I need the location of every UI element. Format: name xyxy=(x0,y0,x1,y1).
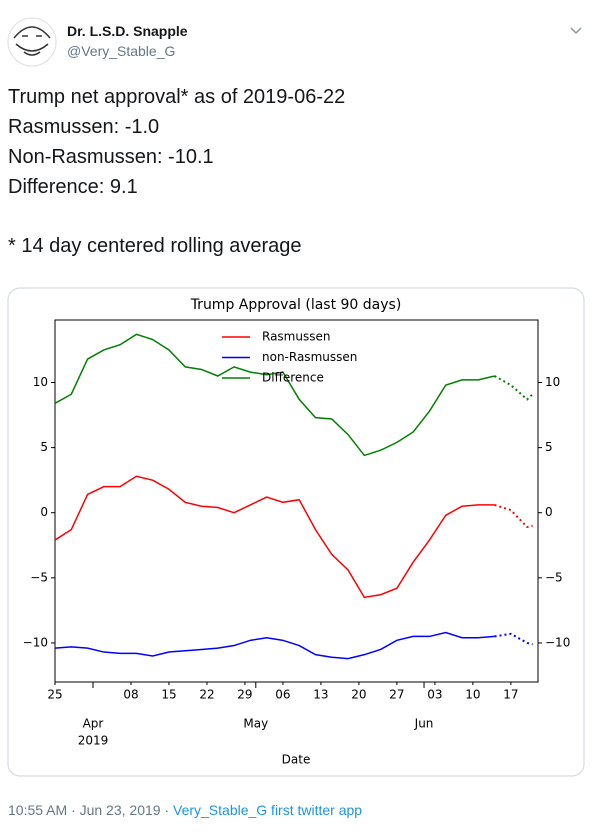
footer: 10:55 AM · Jun 23, 2019 · Very_Stable_G … xyxy=(8,802,362,818)
x-tick-label: 15 xyxy=(161,688,176,702)
menu-chevron[interactable] xyxy=(570,27,582,35)
y2-tick-label: −5 xyxy=(545,570,563,584)
legend-label: non-Rasmussen xyxy=(262,350,357,364)
y-tick-label: −10 xyxy=(23,635,48,649)
y2-tick-label: 5 xyxy=(545,440,553,454)
avatar xyxy=(7,17,57,67)
handle[interactable]: @Very_Stable_G xyxy=(67,43,176,59)
y-tick-label: 5 xyxy=(40,440,48,454)
x-tick-label: 22 xyxy=(199,688,214,702)
x-tick-label: 29 xyxy=(237,688,252,702)
chart-card[interactable] xyxy=(7,287,585,777)
source-link[interactable]: Very_Stable_G first twitter app xyxy=(173,802,363,818)
x-tick-label: 17 xyxy=(503,688,518,702)
plot-frame xyxy=(54,319,539,683)
x-tick-label: 08 xyxy=(123,688,138,702)
month-label: May xyxy=(243,717,268,731)
tweet-line: Non-Rasmussen: -10.1 xyxy=(8,146,214,168)
tweet-line: Trump net approval* as of 2019-06-22 xyxy=(8,86,346,108)
x-tick-label: 27 xyxy=(389,688,404,702)
x-tick-label: 03 xyxy=(427,688,442,702)
legend-label: Rasmussen xyxy=(262,330,330,344)
series-line xyxy=(54,475,495,599)
month-label: Jun xyxy=(414,717,434,731)
legend-label: Difference xyxy=(262,371,324,385)
y2-tick-label: 0 xyxy=(545,505,553,519)
year-label: 2019 xyxy=(78,734,109,748)
x-tick-label: 25 xyxy=(47,688,62,702)
timestamp: 10:55 AM · Jun 23, 2019 · xyxy=(8,802,173,818)
y-tick-label: 10 xyxy=(33,375,48,389)
x-tick-label: 20 xyxy=(351,688,366,702)
tweet-line: Rasmussen: -1.0 xyxy=(8,116,160,138)
chart-title: Trump Approval (last 90 days) xyxy=(190,297,402,313)
x-axis-label: Date xyxy=(282,753,311,767)
month-label: Apr xyxy=(83,717,104,731)
y-tick-label: −5 xyxy=(30,570,48,584)
series-line xyxy=(54,631,495,660)
x-tick-label: 06 xyxy=(275,688,290,702)
y-tick-label: 0 xyxy=(40,505,48,519)
y2-tick-label: −10 xyxy=(545,635,570,649)
x-tick-label: 10 xyxy=(465,688,480,702)
display-name[interactable]: Dr. L.S.D. Snapple xyxy=(67,23,188,39)
series-line xyxy=(54,333,495,457)
tweet-line: Difference: 9.1 xyxy=(8,176,138,198)
x-tick-label: 13 xyxy=(313,688,328,702)
y2-tick-label: 10 xyxy=(545,375,560,389)
tweet-line: * 14 day centered rolling average xyxy=(8,235,302,257)
series-line-dotted xyxy=(494,632,533,646)
